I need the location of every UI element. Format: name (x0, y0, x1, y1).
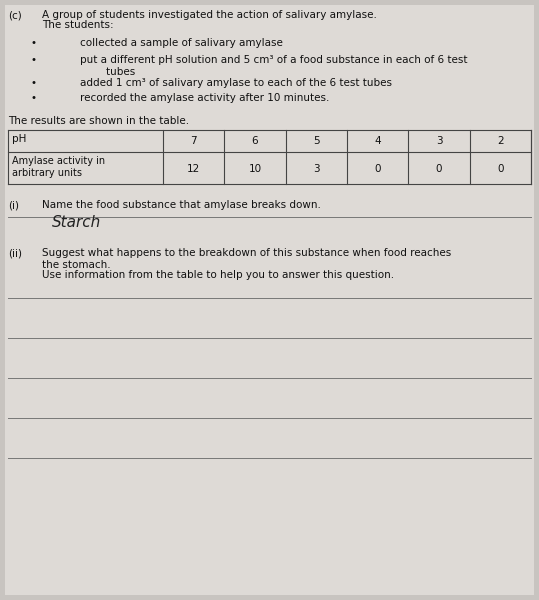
Text: 0: 0 (436, 164, 443, 174)
Text: 0: 0 (375, 164, 381, 174)
Text: Amylase activity in
arbitrary units: Amylase activity in arbitrary units (12, 156, 105, 178)
Text: Name the food substance that amylase breaks down.: Name the food substance that amylase bre… (42, 200, 321, 210)
Text: collected a sample of salivary amylase: collected a sample of salivary amylase (80, 38, 283, 48)
Text: 12: 12 (187, 164, 201, 174)
Text: recorded the amylase activity after 10 minutes.: recorded the amylase activity after 10 m… (80, 93, 329, 103)
Text: Starch: Starch (52, 215, 101, 230)
Text: Use information from the table to help you to answer this question.: Use information from the table to help y… (42, 270, 394, 280)
Text: 5: 5 (313, 136, 320, 146)
Text: A group of students investigated the action of salivary amylase.: A group of students investigated the act… (42, 10, 377, 20)
Text: 3: 3 (313, 164, 320, 174)
Text: The students:: The students: (42, 20, 114, 30)
Text: The results are shown in the table.: The results are shown in the table. (8, 116, 189, 126)
Text: Suggest what happens to the breakdown of this substance when food reaches
the st: Suggest what happens to the breakdown of… (42, 248, 451, 269)
Text: added 1 cm³ of salivary amylase to each of the 6 test tubes: added 1 cm³ of salivary amylase to each … (80, 78, 392, 88)
Text: •: • (30, 93, 36, 103)
Text: put a different pH solution and 5 cm³ of a food substance in each of 6 test
    : put a different pH solution and 5 cm³ of… (80, 55, 467, 77)
Text: (i): (i) (8, 200, 19, 210)
Text: (c): (c) (8, 10, 22, 20)
Text: 3: 3 (436, 136, 443, 146)
Text: (ii): (ii) (8, 248, 22, 258)
Text: 7: 7 (190, 136, 197, 146)
Text: •: • (30, 55, 36, 65)
Text: 4: 4 (375, 136, 381, 146)
Text: •: • (30, 78, 36, 88)
Text: pH: pH (12, 134, 26, 144)
Text: •: • (30, 38, 36, 48)
Text: 10: 10 (248, 164, 261, 174)
Text: 2: 2 (497, 136, 503, 146)
Text: 0: 0 (497, 164, 503, 174)
Text: 6: 6 (252, 136, 258, 146)
